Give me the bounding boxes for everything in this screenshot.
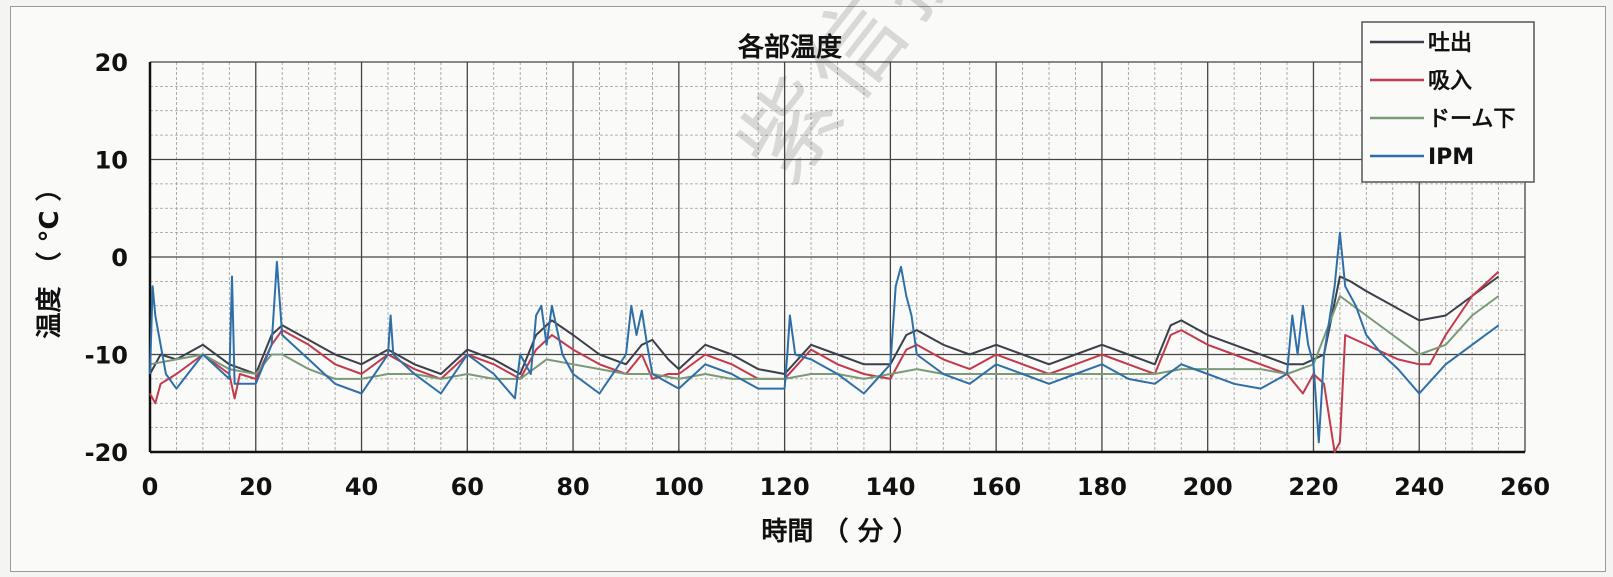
x-tick-label: 40 <box>345 473 378 501</box>
legend-label: 吐出 <box>1428 31 1472 56</box>
x-tick-label: 220 <box>1288 473 1338 501</box>
series-line-1 <box>149 275 1500 375</box>
y-tick-label: 10 <box>95 147 128 175</box>
x-tick-label: 60 <box>451 473 484 501</box>
series-line-3 <box>149 295 1500 380</box>
legend-label: 吸入 <box>1428 69 1472 94</box>
x-tick-label: 140 <box>865 473 915 501</box>
x-tick-label: 0 <box>142 473 159 501</box>
x-tick-label: 120 <box>760 473 810 501</box>
x-tick-label: 80 <box>556 473 589 501</box>
y-axis-label: 温度 （ °C ） <box>34 175 65 338</box>
x-tick-label: 160 <box>971 473 1021 501</box>
x-tick-label: 180 <box>1077 473 1127 501</box>
x-axis-label: 時間 （ 分 ） <box>761 517 918 547</box>
y-tick-label: -20 <box>85 439 128 467</box>
series-line-4 <box>149 231 1500 444</box>
x-tick-label: 240 <box>1394 473 1444 501</box>
y-tick-label: 0 <box>111 244 128 272</box>
x-tick-label: 20 <box>239 473 272 501</box>
legend-label: IPM <box>1428 145 1474 170</box>
x-tick-label: 200 <box>1183 473 1233 501</box>
chart-title: 各部温度 <box>737 32 842 63</box>
y-tick-label: -10 <box>85 342 128 370</box>
legend-label: ドーム下 <box>1428 107 1515 132</box>
y-tick-label: 20 <box>95 49 128 77</box>
x-tick-label: 100 <box>654 473 704 501</box>
x-tick-label: 260 <box>1500 473 1550 501</box>
